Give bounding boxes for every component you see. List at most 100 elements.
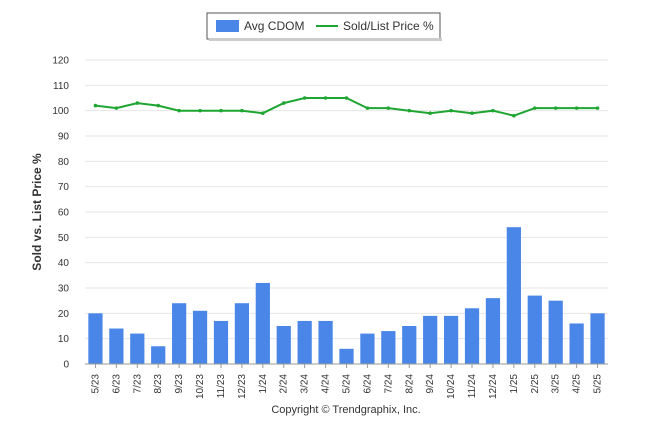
bar-4-25 [569,323,584,364]
x-tick-label: 10/23 [195,374,206,399]
point-sold-list [553,106,558,110]
copyright-text: Copyright © Trendgraphix, Inc. [271,404,420,416]
legend-swatch-avg-cdom [216,20,239,32]
bar-6-24 [360,333,375,364]
point-sold-list [281,101,286,105]
x-tick-label: 3/25 [551,374,562,394]
point-sold-list [428,111,432,115]
point-sold-list [449,108,453,113]
bar-8-23 [151,346,166,364]
x-tick-label: 5/24 [342,374,353,394]
y-tick-label: 120 [52,56,69,67]
series-line-sold-list [95,97,598,117]
x-axis-ticks: 5/23 6/23 7/23 8/23 9/23 10/23 11/23 12/23 1/24 2… [90,364,604,399]
legend-shadow [209,38,442,41]
bar-2-25 [527,295,542,364]
bar-9-23 [172,303,187,364]
y-tick-label: 100 [52,106,69,117]
bar-7-23 [130,333,145,364]
bar-10-24 [443,315,459,364]
point-sold-list [574,106,579,110]
point-sold-list [114,106,119,110]
point-sold-list [595,106,600,110]
y-tick-label: 110 [53,81,69,92]
x-tick-label: 3/24 [300,374,311,394]
y-tick-label: 50 [58,233,70,244]
point-sold-list [177,108,181,113]
line-sold-list [93,96,600,118]
bar-1-25 [506,227,521,364]
y-tick-label: 20 [58,309,70,320]
point-sold-list [344,96,349,100]
legend-label-sold-list: Sold/List Price % [343,19,434,33]
y-tick-label: 30 [58,284,70,295]
y-axis-ticks: 0 10 20 30 40 50 60 70 80 90 100 110 120 [52,56,69,371]
y-tick-label: 0 [63,360,69,371]
bar-10-23 [192,310,208,364]
x-tick-label: 2/24 [279,374,290,394]
x-tick-label: 2/25 [530,374,541,394]
point-sold-list [470,111,474,115]
point-sold-list [302,96,307,100]
y-tick-label: 80 [58,157,70,168]
x-tick-label: 12/24 [488,374,499,399]
bar-5-24 [339,348,354,364]
x-tick-label: 10/24 [446,374,457,399]
x-tick-label: 1/25 [509,374,520,394]
x-tick-label: 4/25 [572,374,583,394]
bar-11-23 [213,320,229,364]
y-tick-label: 70 [58,182,70,193]
bar-8-24 [402,326,417,364]
bar-4-24 [318,320,333,364]
point-sold-list [135,101,140,105]
bar-11-24 [464,308,480,364]
x-tick-label: 9/23 [174,374,185,394]
point-sold-list [532,106,537,110]
point-sold-list [198,108,202,113]
point-sold-list [512,113,516,118]
x-tick-label: 6/23 [111,374,122,394]
point-sold-list [156,103,161,108]
y-tick-label: 60 [58,208,70,219]
point-sold-list [386,106,391,110]
x-tick-label: 12/23 [237,374,248,399]
x-tick-label: 5/25 [593,374,604,394]
x-tick-label: 4/24 [321,374,332,394]
point-sold-list [261,111,265,115]
bar-3-24 [297,320,312,364]
x-tick-label: 7/24 [383,374,394,394]
y-tick-label: 40 [58,258,70,269]
bar-12-24 [485,298,501,364]
legend: Avg CDOM Sold/List Price % [206,12,442,41]
bar-7-24 [381,331,396,364]
y-tick-label: 90 [58,132,70,143]
point-sold-list [407,108,412,113]
point-sold-list [219,108,223,113]
bars-avg-cdom [88,227,605,364]
point-sold-list [491,108,495,113]
legend-label-avg-cdom: Avg CDOM [244,19,304,33]
x-tick-label: 8/24 [404,374,415,394]
point-sold-list [323,96,328,100]
bar-5-25 [590,313,605,364]
x-tick-label: 11/24 [467,374,478,399]
bar-12-23 [234,303,250,364]
point-sold-list [365,106,370,110]
x-tick-label: 8/23 [153,374,164,394]
x-tick-label: 6/24 [362,374,373,394]
x-tick-label: 9/24 [425,374,436,394]
x-tick-label: 1/24 [258,374,269,394]
y-axis-label: Sold vs. List Price % [30,153,44,271]
bar-6-23 [109,328,124,364]
x-tick-label: 7/23 [132,374,143,394]
y-tick-label: 10 [58,334,70,345]
bar-3-25 [548,300,563,364]
bar-1-24 [255,282,270,364]
bar-5-23 [88,313,103,364]
bar-2-24 [276,326,291,364]
x-tick-label: 5/23 [90,374,101,394]
bar-9-24 [423,315,438,364]
x-tick-label: 11/23 [216,374,227,399]
point-sold-list [93,103,98,108]
